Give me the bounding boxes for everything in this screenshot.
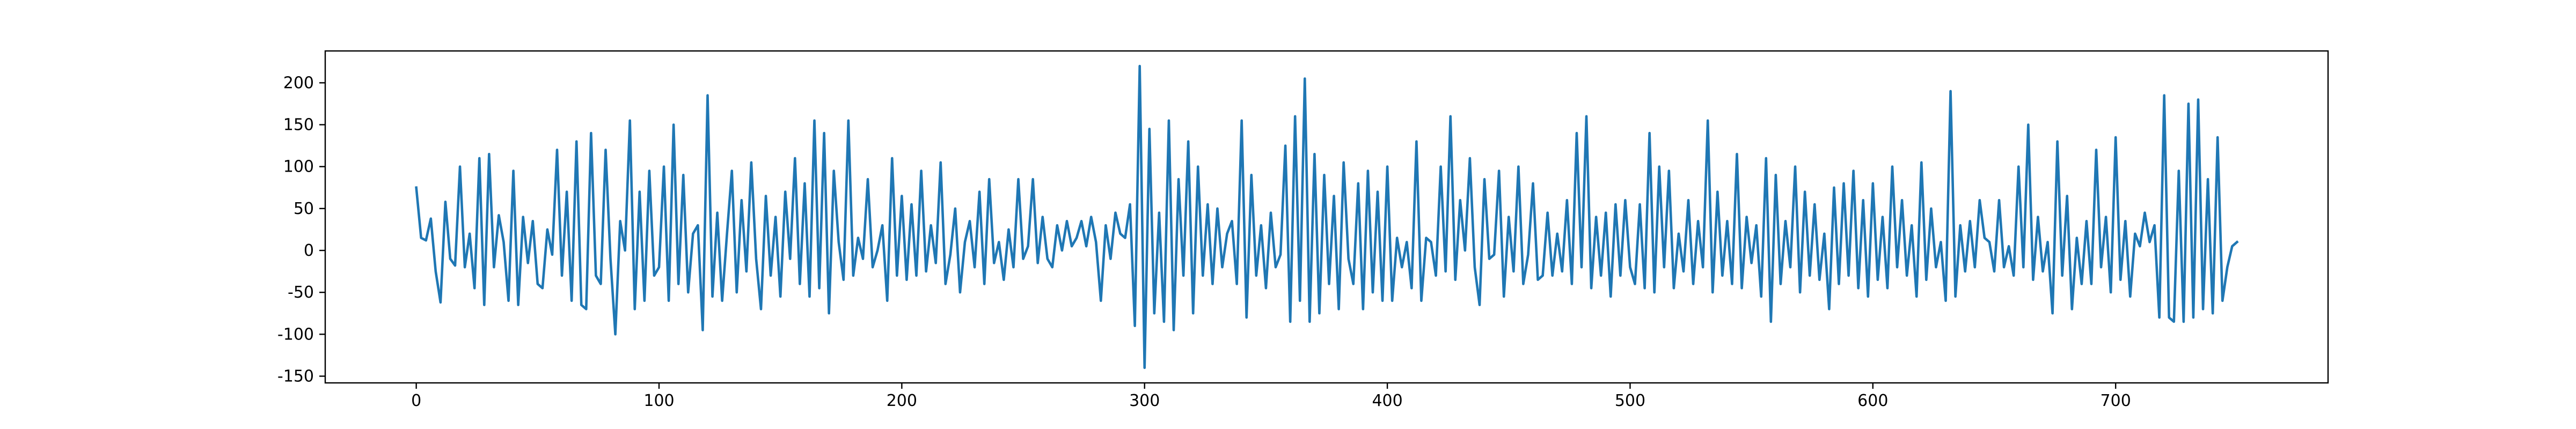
- x-tick-label: 100: [643, 391, 674, 410]
- y-tick-label: 200: [283, 73, 314, 92]
- y-tick-label: -100: [277, 325, 314, 344]
- x-tick-label: 200: [887, 391, 917, 410]
- y-tick-label: -150: [277, 367, 314, 386]
- y-tick-label: 100: [283, 158, 314, 176]
- data-line: [415, 64, 2239, 369]
- x-tick-label: 700: [2101, 391, 2131, 410]
- x-tick-label: 600: [1857, 391, 1888, 410]
- x-tick-label: 0: [411, 391, 421, 410]
- y-tick-label: 0: [304, 241, 314, 260]
- y-tick-label: 150: [283, 116, 314, 135]
- plot-frame: [324, 50, 2329, 384]
- x-tick-label: 300: [1129, 391, 1160, 410]
- y-tick-label: 50: [294, 199, 314, 218]
- x-tick-label: 400: [1372, 391, 1402, 410]
- y-tick-label: -50: [288, 283, 314, 302]
- x-tick-label: 500: [1615, 391, 1645, 410]
